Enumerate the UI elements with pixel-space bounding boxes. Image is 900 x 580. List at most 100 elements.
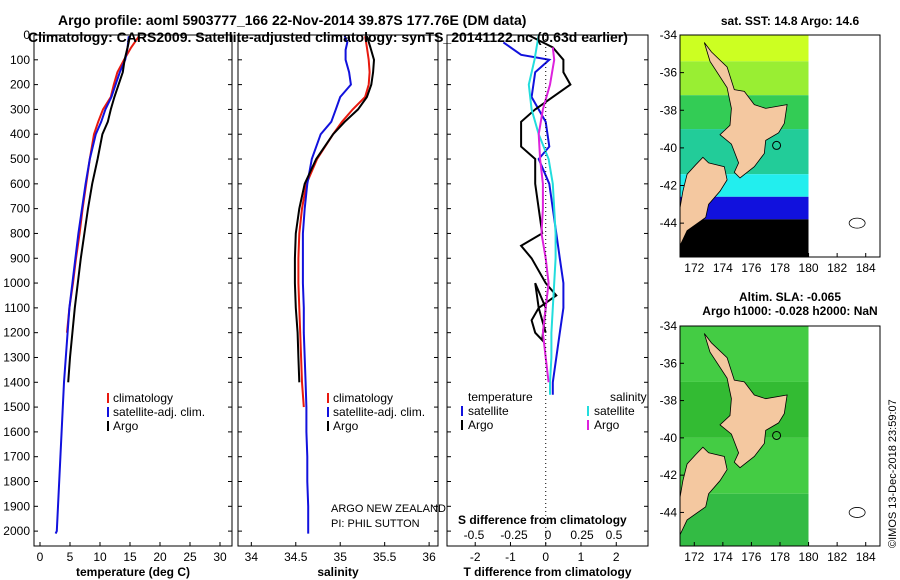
ytick-label-8: 800 (10, 226, 30, 240)
figure-title-line1: Argo profile: aoml 5903777_166 22-Nov-20… (58, 12, 527, 28)
sal-xlabel: salinity (317, 565, 359, 579)
sla-map-xtick-label-4: 180 (799, 550, 819, 564)
ytick-label-6: 600 (10, 177, 30, 191)
ytick-label-13: 1200 (3, 326, 30, 340)
ytick-label-15: 1400 (3, 375, 30, 389)
sla-map-xtick-label-1: 174 (713, 550, 733, 564)
sal-xtick-label-3: 35.5 (373, 550, 397, 564)
sal-series-climatology (297, 36, 371, 408)
sst-map-land-north-island (703, 42, 788, 179)
ytick-label-3: 300 (10, 102, 30, 116)
sla-map (679, 325, 881, 547)
ytick-label-2: 200 (10, 78, 30, 92)
diff-xtick-label-0: -2 (470, 550, 481, 564)
sst-map-band-0 (680, 35, 809, 62)
ytick-label-1: 100 (10, 53, 30, 67)
sal-series-argo (293, 35, 376, 383)
sst-map-blank (808, 35, 880, 257)
legend-label-0-0: climatology (113, 391, 173, 405)
diff-s-tick-label-0: -0.5 (464, 528, 485, 542)
diff-legend-sal-title: salinity (610, 390, 647, 404)
diff-xtick-label-4: 2 (613, 550, 620, 564)
temp-series-argo (67, 35, 131, 383)
sal-xtick-label-1: 34.5 (284, 550, 308, 564)
sst-map-xtick-label-3: 178 (770, 261, 790, 275)
sst-map-xtick-label-5: 182 (827, 261, 847, 275)
sst-map-band-6 (680, 219, 809, 257)
legend-label-1-2: Argo (333, 419, 359, 433)
temp-panel (33, 34, 233, 547)
sla-map-ytick-label-1: -36 (660, 356, 678, 370)
diff-s-tick-label-3: 0.25 (570, 528, 594, 542)
diff-xtick-label-1: -1 (505, 550, 516, 564)
sst-map-xtick-label-1: 174 (713, 261, 733, 275)
sla-map-xtick-label-0: 172 (684, 550, 704, 564)
legend-label-1-0: climatology (333, 391, 393, 405)
legend-label-1-1: satellite-adj. clim. (333, 405, 425, 419)
sla-map-band-0 (680, 326, 809, 382)
temp-xtick-label-5: 25 (183, 550, 197, 564)
sst-map-argo-marker (772, 140, 782, 150)
diff-legend-sal-argo: Argo (594, 418, 620, 432)
temp-axes-frame (33, 34, 233, 547)
ytick-label-20: 1900 (3, 499, 30, 513)
sal-xtick-label-2: 35 (334, 550, 348, 564)
sal-panel (237, 34, 439, 547)
diff-xtick-label-2: 0 (542, 550, 549, 564)
sla-map-chatham-island (848, 507, 866, 518)
figure-title-line2: Climatology: CARS2009. Satellite-adjuste… (28, 29, 628, 45)
imos-credit: ©IMOS 13-Dec-2018 23:59:07 (887, 399, 899, 548)
sst-map-ytick-label-3: -40 (660, 141, 678, 155)
sst-map (679, 34, 881, 258)
diff-s-tick-label-1: -0.25 (500, 528, 528, 542)
sla-map-ytick-label-3: -40 (660, 431, 678, 445)
temp-xtick-label-4: 20 (153, 550, 167, 564)
sst-map-ytick-label-4: -42 (660, 179, 678, 193)
diff-s-tick-label-4: 0.5 (606, 528, 623, 542)
diff-s-tick-label-2: 0 (545, 528, 552, 542)
diff-series-s-satellite (527, 34, 557, 395)
diff-s-label: S difference from climatology (458, 513, 627, 527)
diff-legend-temp-argo: Argo (468, 418, 494, 432)
ytick-label-19: 1800 (3, 475, 30, 489)
ytick-label-18: 1700 (3, 450, 30, 464)
sst-map-land-south-island (679, 156, 728, 257)
sla-map-xtick-label-6: 184 (856, 550, 876, 564)
ytick-label-7: 700 (10, 202, 30, 216)
sst-map-xtick-label-4: 180 (799, 261, 819, 275)
sla-map-ytick-label-2: -38 (660, 394, 678, 408)
temp-series-satellite-adj-clim- (54, 36, 130, 535)
sst-map-band-5 (680, 196, 809, 220)
ytick-label-4: 400 (10, 127, 30, 141)
temp-xlabel: temperature (deg C) (76, 565, 190, 579)
sal-xtick-label-0: 34 (245, 550, 259, 564)
diff-legend-temp-title: temperature (468, 390, 533, 404)
ytick-label-21: 2000 (3, 524, 30, 538)
sla-map-land-south-island (679, 446, 728, 546)
pi-annotation-line2: PI: PHIL SUTTON (331, 518, 420, 530)
sla-map-xtick-label-3: 178 (770, 550, 790, 564)
sst-map-ytick-label-5: -44 (660, 216, 678, 230)
ytick-label-17: 1600 (3, 425, 30, 439)
sla-map-ytick-label-4: -42 (660, 468, 678, 482)
temp-xtick-label-3: 15 (123, 550, 137, 564)
diff-series-t-argo (519, 34, 572, 343)
temp-xtick-label-2: 10 (93, 550, 107, 564)
legend-label-0-1: satellite-adj. clim. (113, 405, 205, 419)
diff-xlabel: T difference from climatology (463, 565, 631, 579)
sst-map-chatham-island (848, 217, 866, 229)
sla-map-subtitle: Argo h1000: -0.028 h2000: NaN (702, 304, 878, 318)
diff-series-t-satellite (502, 41, 565, 395)
sal-axes-frame (237, 34, 439, 547)
sla-map-title: Altim. SLA: -0.065 (738, 290, 842, 304)
sst-map-xtick-label-2: 176 (741, 261, 761, 275)
diff-panel (446, 34, 649, 547)
sst-map-ytick-label-0: -34 (660, 28, 678, 42)
diff-axes-frame (446, 34, 649, 547)
ytick-label-0: 0 (23, 28, 30, 42)
ytick-label-16: 1500 (3, 400, 30, 414)
temp-xtick-label-6: 30 (213, 550, 227, 564)
sst-map-band-1 (680, 61, 809, 96)
sla-map-argo-marker (772, 430, 782, 440)
